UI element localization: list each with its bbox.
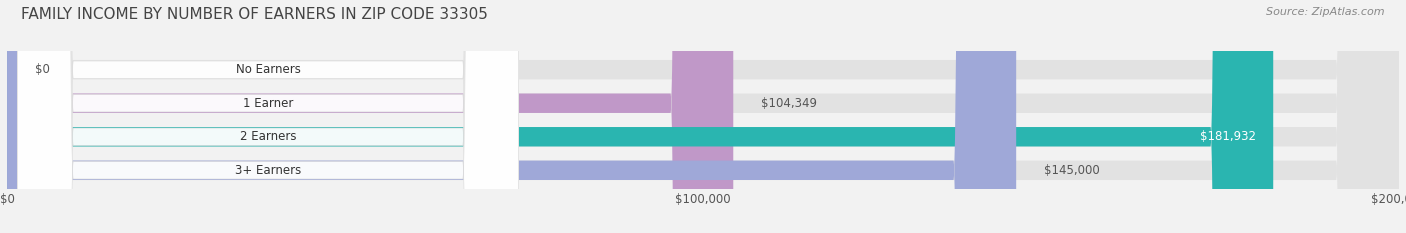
Text: No Earners: No Earners <box>236 63 301 76</box>
FancyBboxPatch shape <box>7 0 734 233</box>
Text: 2 Earners: 2 Earners <box>240 130 297 143</box>
Text: $181,932: $181,932 <box>1199 130 1256 143</box>
FancyBboxPatch shape <box>17 0 519 233</box>
Text: 3+ Earners: 3+ Earners <box>235 164 301 177</box>
Text: $0: $0 <box>35 63 49 76</box>
FancyBboxPatch shape <box>7 0 1399 233</box>
Text: 1 Earner: 1 Earner <box>243 97 294 110</box>
Text: Source: ZipAtlas.com: Source: ZipAtlas.com <box>1267 7 1385 17</box>
FancyBboxPatch shape <box>7 0 1399 233</box>
Text: FAMILY INCOME BY NUMBER OF EARNERS IN ZIP CODE 33305: FAMILY INCOME BY NUMBER OF EARNERS IN ZI… <box>21 7 488 22</box>
FancyBboxPatch shape <box>17 0 519 233</box>
FancyBboxPatch shape <box>7 0 1399 233</box>
FancyBboxPatch shape <box>7 0 1399 233</box>
Text: $104,349: $104,349 <box>761 97 817 110</box>
FancyBboxPatch shape <box>17 0 519 233</box>
Text: $145,000: $145,000 <box>1045 164 1099 177</box>
FancyBboxPatch shape <box>17 0 519 233</box>
FancyBboxPatch shape <box>7 0 1017 233</box>
FancyBboxPatch shape <box>7 0 1274 233</box>
